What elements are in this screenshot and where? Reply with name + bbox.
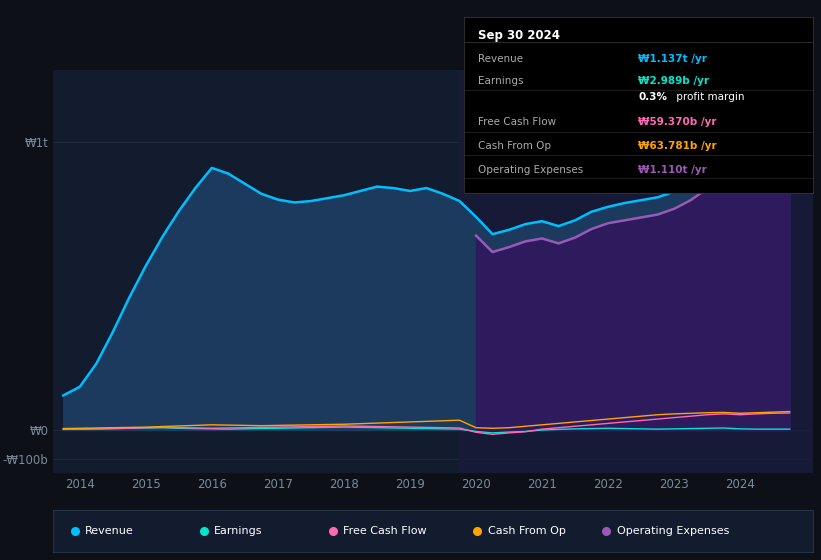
Text: ₩1.110t /yr: ₩1.110t /yr [639, 165, 707, 175]
Text: Revenue: Revenue [478, 54, 523, 64]
Text: ₩2.989b /yr: ₩2.989b /yr [639, 76, 709, 86]
Text: Cash From Op: Cash From Op [488, 526, 566, 535]
Text: Operating Expenses: Operating Expenses [478, 165, 583, 175]
Text: Cash From Op: Cash From Op [478, 141, 551, 151]
Text: Free Cash Flow: Free Cash Flow [478, 116, 556, 127]
Text: ₩59.370b /yr: ₩59.370b /yr [639, 116, 717, 127]
Text: Earnings: Earnings [478, 76, 523, 86]
Text: Sep 30 2024: Sep 30 2024 [478, 29, 560, 42]
Text: ₩1.137t /yr: ₩1.137t /yr [639, 54, 707, 64]
Text: Operating Expenses: Operating Expenses [617, 526, 729, 535]
Text: 0.3%: 0.3% [639, 92, 667, 102]
Text: Free Cash Flow: Free Cash Flow [343, 526, 427, 535]
Text: Earnings: Earnings [214, 526, 263, 535]
Text: profit margin: profit margin [673, 92, 745, 102]
Text: ₩63.781b /yr: ₩63.781b /yr [639, 141, 717, 151]
Text: Revenue: Revenue [85, 526, 134, 535]
Bar [460, 70, 813, 473]
